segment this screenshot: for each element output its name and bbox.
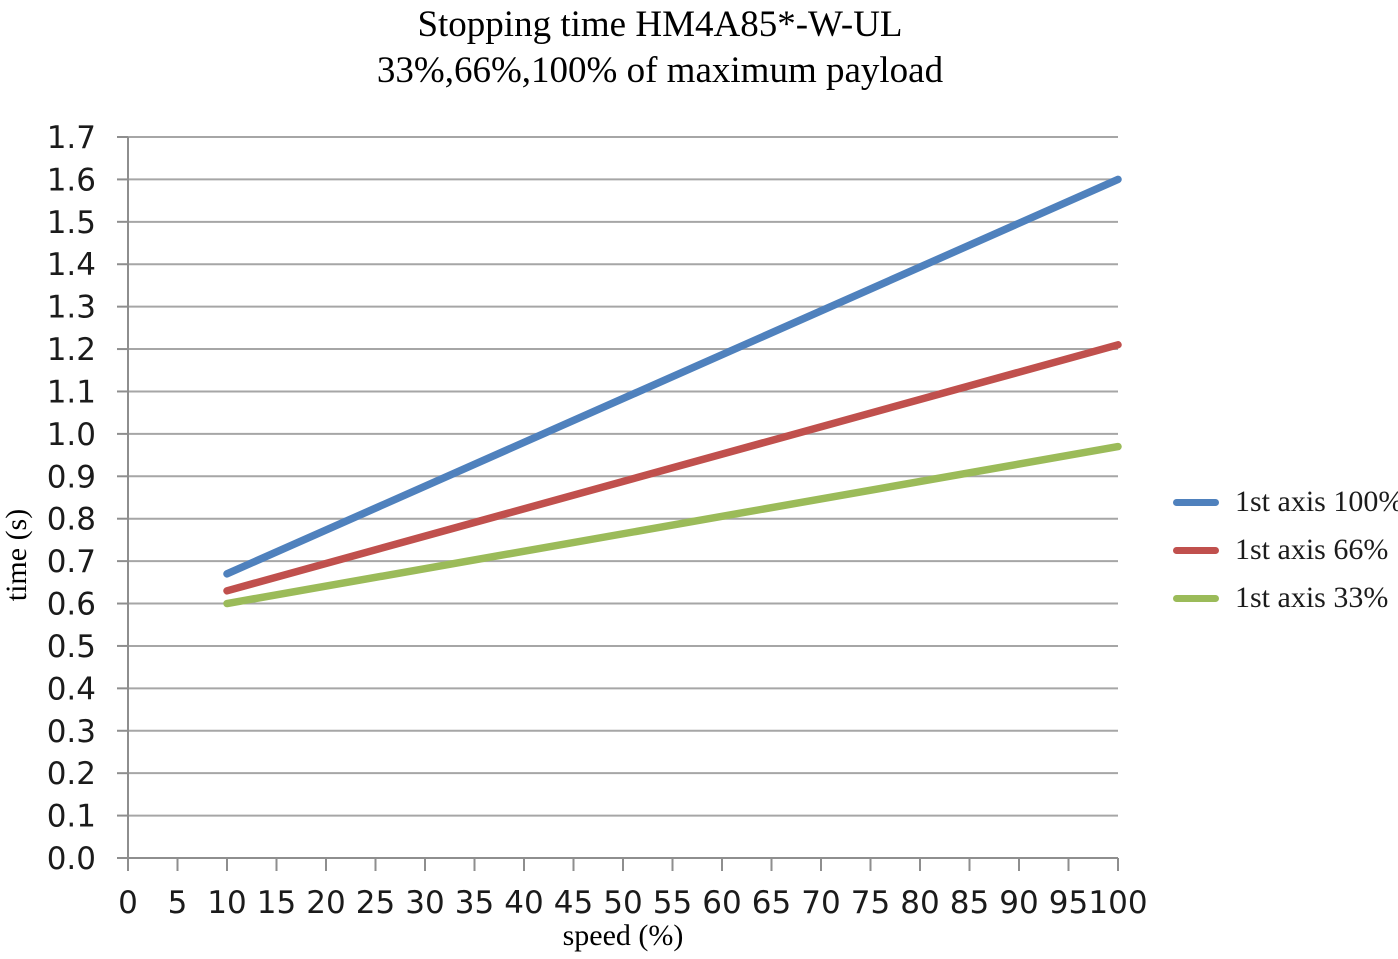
y-tick-label: 0.6	[47, 587, 96, 623]
series-line-2	[223, 341, 1122, 595]
y-tick-label: 1.7	[47, 120, 96, 156]
legend: 1st axis 100% 1st axis 66% 1st axis 33%	[1173, 478, 1398, 622]
y-tick-label: 1.2	[47, 332, 96, 368]
x-tick-label: 90	[999, 885, 1038, 921]
y-tick-label: 0.8	[47, 502, 96, 538]
series-line-1	[223, 175, 1122, 578]
y-tick-label: 0.7	[47, 544, 96, 580]
legend-item-2: 1st axis 66%	[1173, 526, 1398, 574]
x-tick-label: 50	[603, 885, 642, 921]
legend-label: 1st axis 100%	[1235, 485, 1398, 518]
x-tick-label: 0	[118, 885, 138, 921]
chart-title: Stopping time HM4A85*-W-UL	[417, 4, 903, 45]
x-tick-label: 85	[950, 885, 989, 921]
legend-item-3: 1st axis 33%	[1173, 574, 1398, 622]
legend-item-1: 1st axis 100%	[1173, 478, 1398, 526]
legend-line-swatch	[1173, 498, 1219, 506]
y-tick-label: 1.6	[47, 162, 96, 198]
x-tick-label: 5	[168, 885, 188, 921]
y-axis-title: time (s)	[0, 508, 33, 602]
y-tick-label: 1.0	[47, 417, 96, 453]
legend-line-swatch	[1173, 594, 1219, 602]
legend-line-swatch	[1173, 546, 1219, 554]
x-tick-label: 15	[257, 885, 296, 921]
x-tick-label: 10	[207, 885, 246, 921]
x-tick-label: 45	[554, 885, 593, 921]
y-tick-label: 1.1	[47, 374, 96, 410]
y-tick-label: 1.3	[47, 290, 96, 326]
legend-label: 1st axis 66%	[1235, 533, 1389, 566]
y-tick-label: 0.0	[47, 841, 96, 877]
y-tick-label: 1.4	[47, 247, 96, 283]
y-tick-label: 0.1	[47, 799, 96, 835]
legend-label: 1st axis 33%	[1235, 581, 1389, 614]
x-tick-label: 70	[801, 885, 840, 921]
x-tick-label: 95	[1049, 885, 1088, 921]
x-tick-label: 35	[455, 885, 494, 921]
x-tick-label: 100	[1088, 885, 1147, 921]
chart-subtitle: 33%,66%,100% of maximum payload	[376, 50, 944, 91]
chart-title-block: Stopping time HM4A85*-W-UL 33%,66%,100% …	[0, 2, 1320, 94]
y-tick-label: 0.9	[47, 459, 96, 495]
x-tick-label: 25	[356, 885, 395, 921]
y-tick-label: 0.2	[47, 756, 96, 792]
x-tick-label: 80	[900, 885, 939, 921]
x-tick-label: 55	[653, 885, 692, 921]
x-tick-label: 30	[405, 885, 444, 921]
x-tick-label: 40	[504, 885, 543, 921]
x-tick-label: 75	[851, 885, 890, 921]
x-axis-title: speed (%)	[562, 919, 684, 952]
y-tick-label: 0.4	[47, 671, 96, 707]
y-tick-label: 0.5	[47, 629, 96, 665]
x-tick-label: 65	[752, 885, 791, 921]
series-line-3	[223, 442, 1122, 608]
y-tick-label: 1.5	[47, 205, 96, 241]
y-tick-label: 0.3	[47, 714, 96, 750]
x-tick-label: 60	[702, 885, 741, 921]
x-tick-label: 20	[306, 885, 345, 921]
